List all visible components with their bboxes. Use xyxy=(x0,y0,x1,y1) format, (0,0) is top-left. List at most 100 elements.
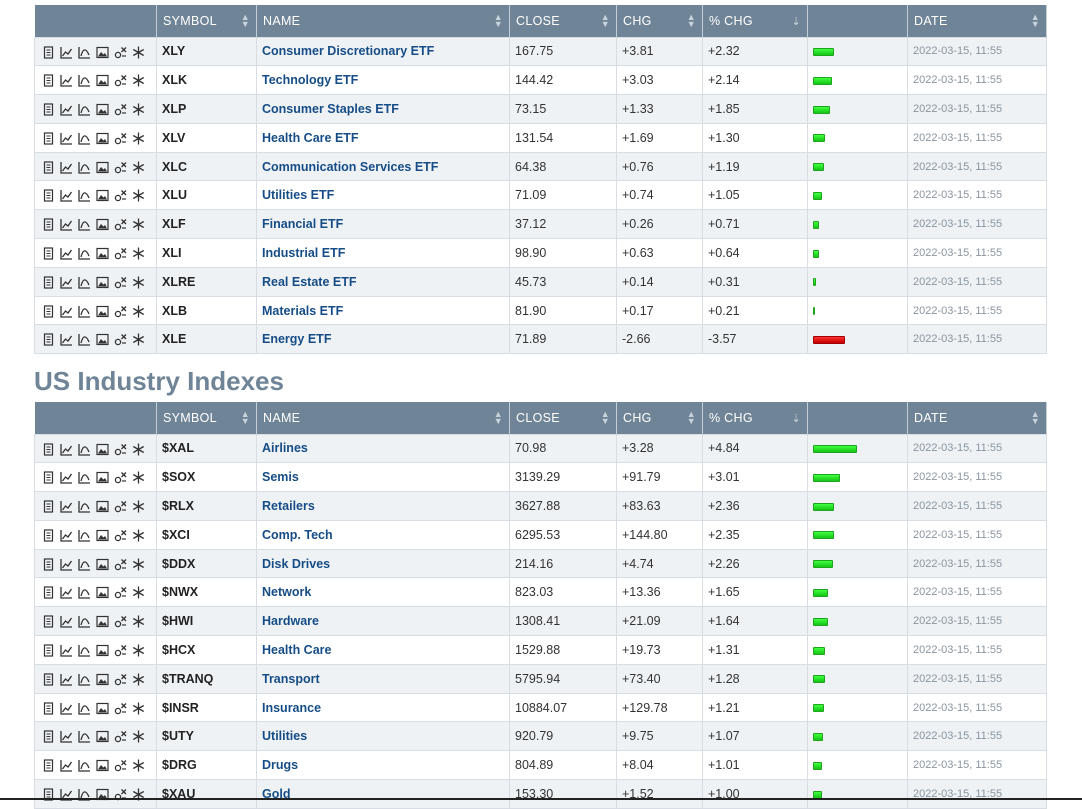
chart-icon[interactable] xyxy=(60,702,73,715)
technical-chart-icon[interactable] xyxy=(78,74,91,87)
options-icon[interactable] xyxy=(114,305,127,318)
quote-icon[interactable] xyxy=(42,442,55,456)
name-link[interactable]: Health Care xyxy=(262,642,332,657)
name-link[interactable]: Insurance xyxy=(262,700,322,715)
snowflake-icon[interactable] xyxy=(132,189,145,202)
sort-icon[interactable]: ▲ ▼ xyxy=(493,409,503,426)
chart-icon[interactable] xyxy=(60,276,73,289)
quote-icon[interactable] xyxy=(42,247,55,260)
sort-icon[interactable]: ▲ ▼ xyxy=(600,409,610,426)
sort-icon[interactable]: ▲ ▼ xyxy=(240,409,250,426)
options-icon[interactable] xyxy=(114,615,127,628)
name-link[interactable]: Utilities xyxy=(262,729,308,744)
technical-chart-icon[interactable] xyxy=(78,132,91,145)
name-link[interactable]: Energy ETF xyxy=(262,332,332,347)
options-icon[interactable] xyxy=(114,759,127,772)
name-link[interactable]: Technology ETF xyxy=(262,73,359,88)
options-icon[interactable] xyxy=(114,46,127,59)
image-chart-icon[interactable] xyxy=(96,730,109,743)
technical-chart-icon[interactable] xyxy=(78,644,91,657)
image-chart-icon[interactable] xyxy=(96,247,109,260)
options-icon[interactable] xyxy=(114,558,127,571)
options-icon[interactable] xyxy=(114,586,127,599)
name-link[interactable]: Drugs xyxy=(262,758,299,773)
sort-icon[interactable]: ▲ ▼ xyxy=(686,12,696,29)
name-link[interactable]: Consumer Staples ETF xyxy=(262,101,399,116)
chart-icon[interactable] xyxy=(60,673,73,686)
name-link[interactable]: Utilities ETF xyxy=(262,188,335,203)
technical-chart-icon[interactable] xyxy=(78,673,91,686)
quote-icon[interactable] xyxy=(42,305,55,318)
options-icon[interactable] xyxy=(114,247,127,260)
options-icon[interactable] xyxy=(114,333,127,346)
sort-icon[interactable]: ▲ ▼ xyxy=(1030,12,1040,29)
sort-descending-icon[interactable]: ⇣ xyxy=(791,413,801,425)
snowflake-icon[interactable] xyxy=(132,46,145,59)
name-link[interactable]: Airlines xyxy=(262,441,308,456)
options-icon[interactable] xyxy=(114,673,127,686)
header-symbol[interactable]: SYMBOL ▲ ▼ xyxy=(156,402,257,434)
snowflake-icon[interactable] xyxy=(132,759,145,772)
header-chg[interactable]: CHG ▲ ▼ xyxy=(616,5,703,37)
image-chart-icon[interactable] xyxy=(96,471,109,484)
technical-chart-icon[interactable] xyxy=(78,189,91,203)
options-icon[interactable] xyxy=(114,103,127,116)
snowflake-icon[interactable] xyxy=(132,586,145,599)
technical-chart-icon[interactable] xyxy=(78,443,91,456)
chart-icon[interactable] xyxy=(60,46,73,59)
technical-chart-icon[interactable] xyxy=(78,276,91,289)
technical-chart-icon[interactable] xyxy=(78,471,91,484)
sort-icon[interactable]: ▲ ▼ xyxy=(600,12,610,29)
quote-icon[interactable] xyxy=(42,333,55,347)
image-chart-icon[interactable] xyxy=(96,132,109,145)
chart-icon[interactable] xyxy=(60,132,73,145)
name-link[interactable]: Gold xyxy=(262,786,291,801)
image-chart-icon[interactable] xyxy=(96,644,109,657)
chart-icon[interactable] xyxy=(60,730,73,744)
chart-icon[interactable] xyxy=(60,189,73,203)
image-chart-icon[interactable] xyxy=(96,46,109,59)
image-chart-icon[interactable] xyxy=(96,443,109,456)
name-link[interactable]: Industrial ETF xyxy=(262,245,346,260)
options-icon[interactable] xyxy=(114,443,127,456)
image-chart-icon[interactable] xyxy=(96,218,109,231)
chart-icon[interactable] xyxy=(60,103,73,116)
image-chart-icon[interactable] xyxy=(96,615,109,628)
quote-icon[interactable] xyxy=(42,673,55,686)
snowflake-icon[interactable] xyxy=(132,500,145,513)
snowflake-icon[interactable] xyxy=(132,74,145,87)
header-chg[interactable]: CHG ▲ ▼ xyxy=(616,402,703,434)
chart-icon[interactable] xyxy=(60,443,73,456)
header-pct-chg[interactable]: % CHG ⇣ xyxy=(702,5,808,37)
options-icon[interactable] xyxy=(114,471,127,484)
chart-icon[interactable] xyxy=(60,247,73,260)
sort-icon[interactable]: ▲ ▼ xyxy=(686,409,696,426)
name-link[interactable]: Network xyxy=(262,585,312,600)
options-icon[interactable] xyxy=(114,218,127,231)
quote-icon[interactable] xyxy=(42,74,55,87)
snowflake-icon[interactable] xyxy=(132,615,145,628)
options-icon[interactable] xyxy=(114,189,127,202)
chart-icon[interactable] xyxy=(60,529,73,542)
quote-icon[interactable] xyxy=(42,759,55,772)
quote-icon[interactable] xyxy=(42,644,55,657)
options-icon[interactable] xyxy=(114,74,127,87)
chart-icon[interactable] xyxy=(60,558,73,571)
image-chart-icon[interactable] xyxy=(96,333,109,346)
name-link[interactable]: Comp. Tech xyxy=(262,527,333,542)
snowflake-icon[interactable] xyxy=(132,247,145,260)
header-date[interactable]: DATE ▲ ▼ xyxy=(907,402,1047,434)
quote-icon[interactable] xyxy=(42,189,55,203)
quote-icon[interactable] xyxy=(42,103,55,116)
name-link[interactable]: Communication Services ETF xyxy=(262,159,439,174)
technical-chart-icon[interactable] xyxy=(78,103,91,116)
quote-icon[interactable] xyxy=(42,615,55,628)
quote-icon[interactable] xyxy=(42,45,55,59)
options-icon[interactable] xyxy=(114,500,127,513)
quote-icon[interactable] xyxy=(42,730,55,744)
header-name[interactable]: NAME ▲ ▼ xyxy=(256,402,510,434)
snowflake-icon[interactable] xyxy=(132,132,145,145)
image-chart-icon[interactable] xyxy=(96,103,109,116)
image-chart-icon[interactable] xyxy=(96,586,109,599)
options-icon[interactable] xyxy=(114,529,127,542)
